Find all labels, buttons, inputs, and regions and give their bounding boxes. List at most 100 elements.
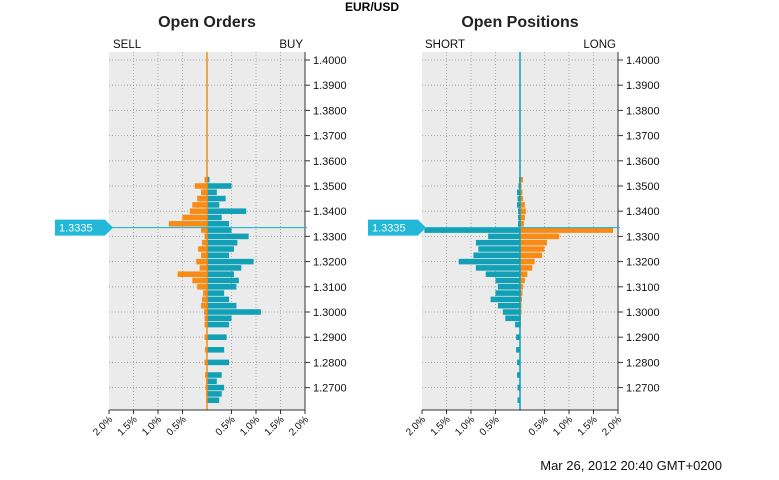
x-tick-label: 2.0%	[404, 414, 428, 438]
short-bar	[478, 246, 520, 252]
short-bar	[488, 233, 520, 240]
buy-bar	[207, 397, 220, 403]
y-tick-label: 1.3100	[313, 282, 347, 294]
y-tick-label: 1.4000	[626, 55, 660, 67]
current-price-label: 1.3335	[59, 223, 93, 235]
sell-bar	[204, 334, 207, 340]
sell-bar	[201, 227, 207, 233]
x-tick-label: 1.0%	[551, 414, 575, 438]
y-tick-label: 1.3000	[626, 307, 660, 319]
current-price-label: 1.3335	[372, 223, 406, 235]
buy-bar	[207, 296, 230, 303]
buy-bar	[207, 321, 230, 328]
buy-bar	[207, 271, 234, 277]
buy-bar	[207, 391, 222, 397]
long-bar	[520, 239, 547, 246]
x-tick-label: 2.0%	[600, 414, 624, 438]
short-bar	[424, 227, 520, 233]
short-bar	[497, 284, 520, 290]
open-positions-panel: Open Positions SHORT LONG	[425, 14, 616, 51]
short-bar	[517, 189, 520, 196]
buy-bar	[207, 183, 232, 189]
buy-bar	[207, 290, 225, 296]
buy-bar	[207, 227, 232, 233]
y-tick-label: 1.3400	[626, 206, 660, 218]
sell-bar	[198, 246, 207, 252]
long-bar	[520, 195, 523, 202]
sell-bar	[197, 284, 207, 290]
long-bar	[520, 221, 524, 227]
short-bar	[458, 258, 520, 265]
y-tick-label: 1.2800	[313, 357, 347, 369]
short-bar	[518, 214, 520, 221]
y-tick-label: 1.3100	[626, 282, 660, 294]
buy-bar	[207, 347, 225, 353]
long-bar	[520, 258, 535, 265]
long-label: LONG	[583, 39, 616, 51]
x-tick-label: 2.0%	[91, 414, 115, 438]
buy-bar	[207, 378, 217, 385]
buy-bar	[207, 239, 238, 246]
sell-bar	[205, 347, 207, 353]
short-bar	[517, 384, 520, 391]
short-label: SHORT	[425, 39, 465, 51]
y-tick-label: 1.3500	[626, 181, 660, 193]
x-tick-label: 1.5%	[576, 414, 600, 438]
short-bar	[516, 334, 520, 340]
sell-bar	[177, 271, 207, 277]
sell-bar	[192, 277, 207, 284]
long-bar	[520, 265, 533, 271]
short-bar	[495, 277, 520, 284]
y-tick-label: 1.3800	[626, 105, 660, 117]
buy-bar	[207, 384, 225, 391]
open-orders-panel: Open Orders SELL BUY	[113, 14, 303, 51]
sell-bar	[201, 189, 207, 196]
buy-bar	[207, 334, 227, 340]
x-tick-label: 1.0%	[453, 414, 477, 438]
buy-bar	[207, 302, 237, 309]
buy-label: BUY	[279, 39, 303, 51]
buy-bar	[207, 258, 254, 265]
buy-bar	[207, 265, 242, 271]
x-tick-label: 1.5%	[116, 414, 140, 438]
short-bar	[490, 296, 520, 303]
x-tick-label: 1.5%	[263, 414, 287, 438]
buy-bar	[207, 208, 247, 214]
y-tick-label: 1.3200	[626, 257, 660, 269]
x-tick-label: 0.5%	[527, 414, 551, 438]
short-bar	[475, 265, 520, 271]
y-tick-label: 1.2900	[313, 332, 347, 344]
y-tick-label: 1.3600	[626, 156, 660, 168]
short-bar	[502, 309, 520, 315]
long-bar	[520, 227, 614, 233]
buy-bar	[207, 284, 237, 290]
buy-bar	[207, 195, 226, 202]
long-bar	[520, 214, 525, 221]
buy-bar	[207, 221, 230, 227]
short-bar	[515, 321, 520, 328]
sell-bar	[205, 372, 207, 378]
buy-bar	[207, 214, 222, 221]
short-bar	[517, 195, 520, 202]
y-tick-label: 1.2900	[626, 332, 660, 344]
open-positions-title: Open Positions	[461, 14, 578, 31]
sell-bar	[182, 214, 207, 221]
x-tick-label: 1.0%	[140, 414, 164, 438]
chart-main-title: EUR/USD	[345, 0, 399, 14]
y-tick-label: 1.3600	[313, 156, 347, 168]
buy-bar	[207, 315, 232, 322]
buy-bar	[207, 176, 210, 183]
y-tick-label: 1.3300	[313, 231, 347, 243]
y-tick-label: 1.3000	[313, 307, 347, 319]
short-bar	[473, 252, 520, 259]
short-bar	[517, 359, 520, 366]
open-orders-title: Open Orders	[158, 14, 256, 31]
buy-bar	[207, 277, 239, 284]
short-bar	[517, 372, 520, 378]
y-tick-label: 1.4000	[313, 55, 347, 67]
y-tick-label: 1.2700	[313, 383, 347, 395]
x-tick-label: 2.0%	[287, 414, 311, 438]
sell-bar	[202, 239, 207, 246]
sell-bar	[204, 309, 207, 315]
